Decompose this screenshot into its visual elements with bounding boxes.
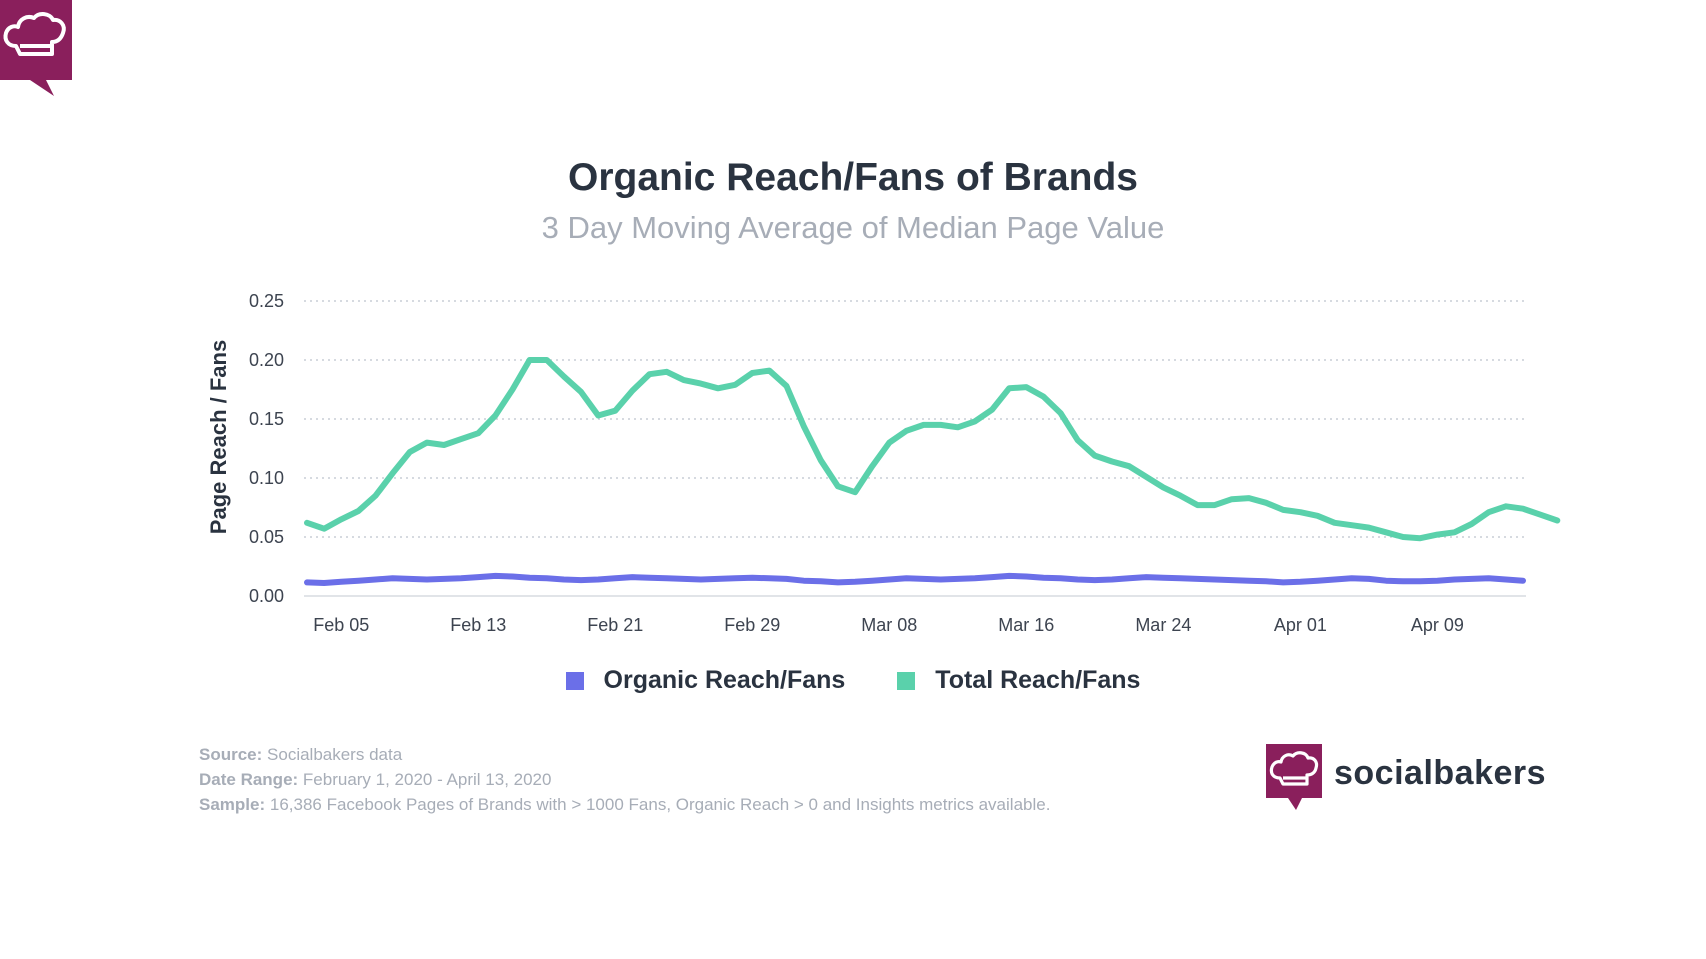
y-tick-label: 0.10 [249,468,284,488]
brand-name: socialbakers [1334,754,1547,792]
x-tick-label: Feb 05 [313,615,369,635]
legend-swatch-organic [565,671,584,690]
x-tick-label: Mar 24 [1135,615,1191,635]
y-tick-label: 0.05 [249,527,284,547]
date-range-note: Date Range: February 1, 2020 - April 13,… [199,767,1050,792]
date-range-value: February 1, 2020 - April 13, 2020 [298,770,552,789]
x-tick-label: Mar 08 [861,615,917,635]
source-note: Source: Socialbakers data [199,742,1050,767]
chart-title: Organic Reach/Fans of Brands [568,156,1138,199]
legend-label-total: Total Reach/Fans [935,666,1141,694]
chef-hat-icon [0,0,72,96]
sample-note: Sample: 16,386 Facebook Pages of Brands … [199,792,1050,817]
series-lines [304,357,1561,586]
chef-hat-icon [1266,744,1322,810]
series-line-total-reach-fans [304,357,1561,542]
legend: Organic Reach/Fans Total Reach/Fans [0,666,1706,695]
x-tick-label: Feb 29 [724,615,780,635]
source-key: Source: [199,745,263,764]
y-tick-label: 0.20 [249,350,284,370]
x-axis: Feb 05 Feb 13 Feb 21 Feb 29 Mar 08 Mar 16 Mar … [313,615,1464,635]
chart-notes: Source: Socialbakers data Date Range: Fe… [199,742,1050,817]
sample-key: Sample: [199,795,266,814]
legend-label-organic: Organic Reach/Fans [603,666,846,694]
brand-logo: socialbakers [1266,744,1546,814]
chart-subtitle: 3 Day Moving Average of Median Page Valu… [541,210,1165,245]
x-tick-label: Feb 13 [450,615,506,635]
x-tick-label: Apr 01 [1274,615,1327,635]
gridlines [304,300,1526,597]
y-tick-label: 0.00 [249,586,284,606]
legend-item-organic[interactable]: Organic Reach/Fans [565,666,846,695]
y-axis-title: Page Reach / Fans [206,340,231,534]
legend-swatch-total [897,671,916,690]
x-tick-label: Mar 16 [998,615,1054,635]
series-line-organic-reach-fans [304,572,1526,586]
source-value: Socialbakers data [262,745,403,764]
legend-item-total[interactable]: Total Reach/Fans [897,666,1140,695]
x-tick-label: Feb 21 [587,615,643,635]
sample-value: 16,386 Facebook Pages of Brands with > 1… [265,795,1051,814]
y-tick-label: 0.25 [249,291,284,311]
y-axis: 0.00 0.05 0.10 0.15 0.20 0.25 [249,291,284,606]
x-tick-label: Apr 09 [1411,615,1464,635]
y-tick-label: 0.15 [249,409,284,429]
date-range-key: Date Range: [199,770,299,789]
